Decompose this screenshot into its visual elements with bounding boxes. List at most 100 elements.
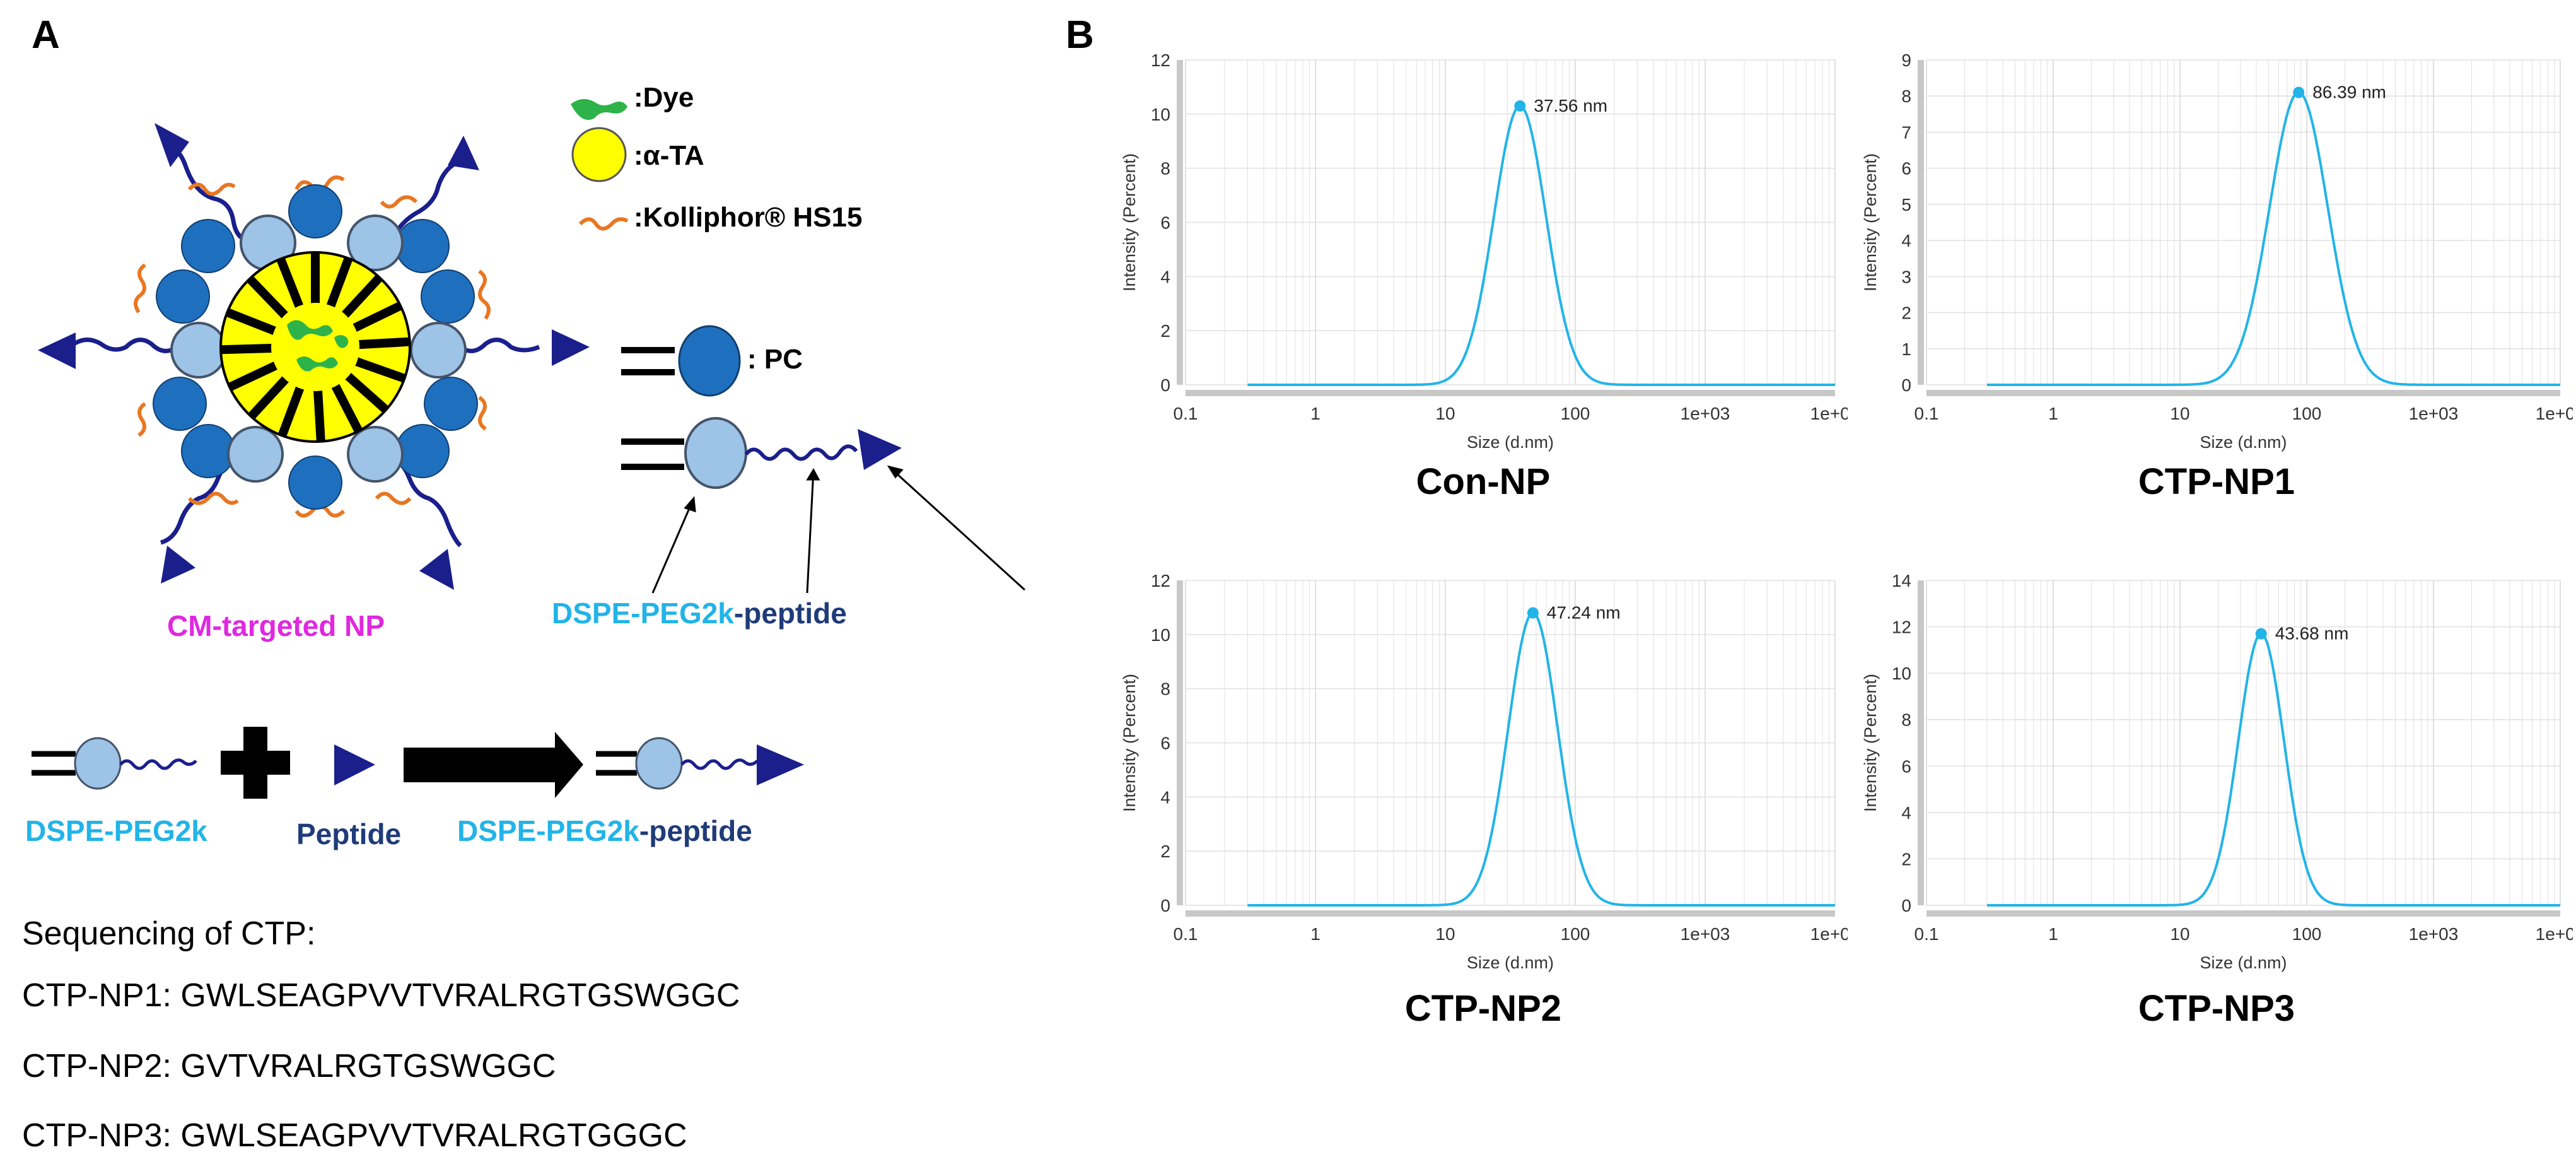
- x-tick-label: 1: [1310, 924, 1320, 944]
- x-tick-label: 0.1: [1915, 404, 1939, 423]
- reactant1-label: DSPE-PEG2k: [25, 814, 207, 847]
- y-tick-label: 8: [1901, 710, 1911, 730]
- x-tick-label: 1e+04: [2536, 924, 2573, 944]
- y-tick-label: 12: [1151, 50, 1170, 70]
- product-label: DSPE-PEG2k-peptide: [457, 814, 752, 848]
- y-tick-label: 3: [1901, 267, 1911, 286]
- x-tick-label: 1: [1310, 404, 1320, 423]
- x-axis-bar: [1186, 910, 1835, 917]
- y-tick-label: 2: [1901, 849, 1911, 869]
- chart-title-con-np: Con-NP: [1416, 461, 1551, 502]
- y-tick-label: 12: [1892, 618, 1911, 637]
- y-tick-label: 2: [1160, 842, 1170, 861]
- x-tick-label: 1e+03: [2409, 404, 2459, 423]
- conjugate-label-peptide: -peptide: [733, 597, 847, 630]
- y-tick-label: 6: [1901, 159, 1911, 179]
- legend-pc-icon: [621, 325, 741, 397]
- peptide-arrowheads: [38, 123, 590, 590]
- y-axis-label: Intensity (Percent): [1120, 674, 1139, 812]
- y-axis-bar: [1918, 580, 1924, 905]
- x-tick-label: 100: [2292, 924, 2322, 944]
- x-tick-label: 100: [1561, 924, 1590, 944]
- y-tick-label: 6: [1160, 213, 1170, 233]
- conjugate-label-lipid: DSPE-PEG2k: [552, 597, 734, 630]
- size-distribution-curve: [1986, 91, 2560, 386]
- x-tick-label: 1e+03: [2409, 924, 2459, 944]
- y-tick-label: 2: [1901, 303, 1911, 323]
- y-axis-label: Intensity (Percent): [1861, 153, 1880, 291]
- y-axis-bar: [1177, 60, 1183, 385]
- y-tick-label: 6: [1160, 734, 1170, 753]
- chart-title-ctp-np2: CTP-NP2: [1404, 988, 1562, 1029]
- x-axis-bar: [1926, 910, 2560, 917]
- sequence-title: Sequencing of CTP:: [22, 915, 316, 952]
- legend-pc-label: : PC: [747, 344, 803, 375]
- size-distribution-curve: [1247, 611, 1835, 907]
- y-tick-label: 9: [1901, 50, 1911, 70]
- x-axis-bar: [1186, 390, 1835, 396]
- conjugate-heads-ring: [170, 214, 467, 483]
- y-axis-label: Intensity (Percent): [1120, 153, 1139, 291]
- x-axis-bar: [1926, 390, 2560, 396]
- y-tick-label: 0: [1901, 375, 1911, 395]
- reaction-scheme: [32, 727, 804, 799]
- nanoparticle-core: [219, 251, 411, 443]
- y-tick-label: 10: [1151, 625, 1170, 645]
- sequence-ctp-np1: CTP-NP1: GWLSEAGPVVTVRALRGTGSWGGC: [22, 977, 740, 1014]
- y-tick-label: 0: [1901, 896, 1911, 915]
- x-tick-label: 1e+03: [1681, 924, 1730, 944]
- chart-ctp-np1: 0 1 2 3 4 5 6 7 8 9 0.1 1 10 100 1e+03 1e+04 Size (d.nm)…: [1861, 50, 2573, 452]
- y-tick-label: 10: [1151, 105, 1170, 124]
- nanoparticle-schematic: [32, 98, 1026, 799]
- panel-b-label: B: [1066, 13, 1094, 57]
- conjugate-diagram: [621, 417, 902, 489]
- y-axis-bar: [1177, 580, 1183, 905]
- legend-kolliphor-label: :Kolliphor® HS15: [634, 202, 863, 233]
- peak-label: 43.68 nm: [2275, 624, 2349, 643]
- x-axis-label: Size (d.nm): [1467, 433, 1554, 452]
- chart-title-ctp-np3: CTP-NP3: [2138, 988, 2295, 1029]
- y-tick-label: 4: [1901, 803, 1911, 823]
- sequence-ctp-np3: CTP-NP3: GWLSEAGPVVTVRALRGTGGGC: [22, 1117, 687, 1154]
- x-tick-label: 100: [2292, 404, 2322, 423]
- sequence-ctp-np2: CTP-NP2: GVTVRALRGTGSWGGC: [22, 1048, 556, 1084]
- chart-ctp-np3: 0 2 4 6 8 10 12 14 0.1 1 10 100 1e+03 1e+04 Size (d.nm…: [1861, 571, 2573, 972]
- chart-con-np: 0 2 4 6 8 10 12 0.1 1 10 100 1e+03 1e+04 Size (d.nm) I…: [1120, 50, 1848, 452]
- x-axis-label: Size (d.nm): [2200, 433, 2287, 452]
- x-tick-label: 10: [2170, 404, 2189, 423]
- y-tick-label: 14: [1892, 571, 1911, 590]
- legend-kolliphor-icon: [578, 217, 629, 231]
- y-axis-bar: [1918, 60, 1924, 385]
- peak-marker: [1514, 100, 1526, 112]
- x-tick-label: 10: [2170, 924, 2189, 944]
- y-tick-label: 0: [1160, 375, 1170, 395]
- x-tick-label: 1e+04: [1810, 404, 1848, 423]
- x-tick-label: 100: [1561, 404, 1590, 423]
- y-tick-label: 0: [1160, 896, 1170, 915]
- peak-label: 86.39 nm: [2312, 83, 2386, 102]
- x-tick-label: 1: [2048, 924, 2058, 944]
- y-tick-label: 10: [1892, 664, 1911, 683]
- peak-marker: [2293, 86, 2305, 98]
- y-tick-label: 2: [1160, 321, 1170, 341]
- x-tick-label: 0.1: [1915, 924, 1939, 944]
- panel-a-label: A: [32, 13, 60, 57]
- x-tick-label: 0.1: [1174, 924, 1198, 944]
- pointer-arrows: [651, 465, 1026, 594]
- y-axis-label: Intensity (Percent): [1861, 674, 1880, 812]
- size-distribution-curve: [1986, 632, 2560, 907]
- peak-label: 37.56 nm: [1534, 96, 1607, 115]
- y-tick-label: 12: [1151, 571, 1170, 590]
- y-tick-label: 4: [1160, 267, 1170, 286]
- y-tick-label: 8: [1160, 159, 1170, 179]
- x-axis-label: Size (d.nm): [1467, 953, 1554, 972]
- size-distribution-curve: [1247, 105, 1835, 386]
- reactant2-label: Peptide: [296, 818, 402, 850]
- legend-dye-icon: [571, 98, 627, 120]
- peak-label: 47.24 nm: [1547, 603, 1621, 623]
- product-label-peptide: -peptide: [639, 814, 752, 847]
- legend-ata-icon: [571, 127, 627, 182]
- chart-ctp-np2: 0 2 4 6 8 10 12 0.1 1 10 100 1e+03 1e+04 Size (d.nm) I…: [1120, 571, 1848, 972]
- chart-title-ctp-np1: CTP-NP1: [2138, 461, 2295, 502]
- legend-ata-label: :α-TA: [634, 140, 704, 171]
